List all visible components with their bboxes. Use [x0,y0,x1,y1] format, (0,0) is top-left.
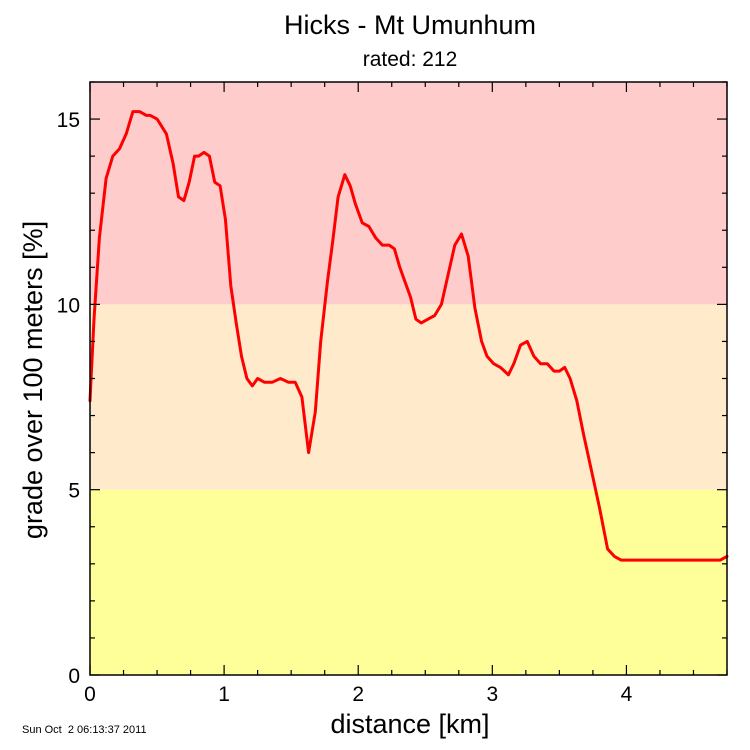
x-tick-label: 3 [486,683,498,706]
x-tick-label: 0 [84,683,96,706]
grade-band-1 [90,304,727,490]
y-axis-label: grade over 100 meters [%] [18,221,48,539]
timestamp: Sun Oct 2 06:13:37 2011 [22,724,147,736]
x-axis-label: distance [km] [330,709,489,739]
series-line-0 [88,110,729,562]
x-tick-label: 2 [352,683,364,706]
x-tick-label: 1 [218,683,230,706]
grade-band-2 [90,82,727,305]
series-layer [88,110,729,562]
chart-subtitle: rated: 212 [363,48,458,71]
tick-labels: 0 1 2 3 4 0 5 10 15 [57,109,633,706]
y-tick-label: 0 [68,665,80,688]
y-tick-label: 5 [68,480,80,503]
grade-band-0 [90,489,727,675]
x-tick-label: 4 [621,683,633,706]
chart-title: Hicks - Mt Umunhum [284,10,536,40]
grade-bands [90,82,727,675]
y-tick-label: 10 [57,294,80,317]
plot-frame [89,81,728,676]
y-tick-label: 15 [57,109,80,132]
